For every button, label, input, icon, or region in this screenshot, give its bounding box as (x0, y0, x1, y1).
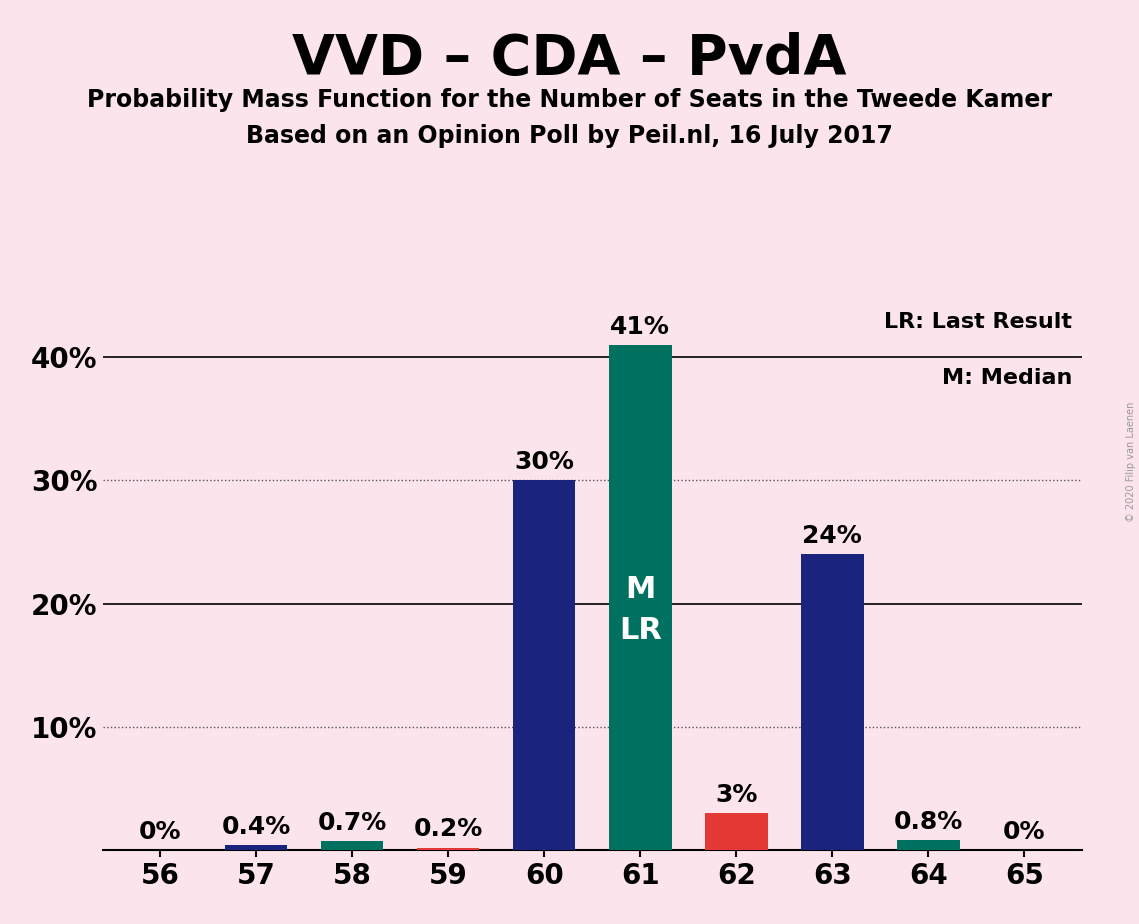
Bar (417, 847, 480, 850)
Text: 30%: 30% (515, 450, 574, 474)
Text: 0.7%: 0.7% (318, 811, 387, 835)
Bar (321, 842, 384, 850)
Text: 0.8%: 0.8% (894, 810, 962, 834)
Bar (226, 845, 287, 850)
Text: 0%: 0% (1003, 820, 1046, 844)
Bar (609, 345, 672, 850)
Bar (705, 813, 768, 850)
Text: Based on an Opinion Poll by Peil.nl, 16 July 2017: Based on an Opinion Poll by Peil.nl, 16 … (246, 124, 893, 148)
Text: Probability Mass Function for the Number of Seats in the Tweede Kamer: Probability Mass Function for the Number… (87, 88, 1052, 112)
Text: 3%: 3% (715, 783, 757, 807)
Text: 0.4%: 0.4% (222, 815, 290, 839)
Text: 0%: 0% (139, 820, 181, 844)
Text: VVD – CDA – PvdA: VVD – CDA – PvdA (293, 32, 846, 86)
Bar (898, 840, 959, 850)
Text: M
LR: M LR (618, 575, 662, 645)
Text: © 2020 Filip van Laenen: © 2020 Filip van Laenen (1126, 402, 1136, 522)
Text: 41%: 41% (611, 315, 670, 339)
Text: 24%: 24% (803, 524, 862, 548)
Text: M: Median: M: Median (942, 368, 1072, 388)
Bar (513, 480, 575, 850)
Text: LR: Last Result: LR: Last Result (884, 312, 1072, 333)
Bar (801, 554, 863, 850)
Text: 0.2%: 0.2% (413, 818, 483, 842)
